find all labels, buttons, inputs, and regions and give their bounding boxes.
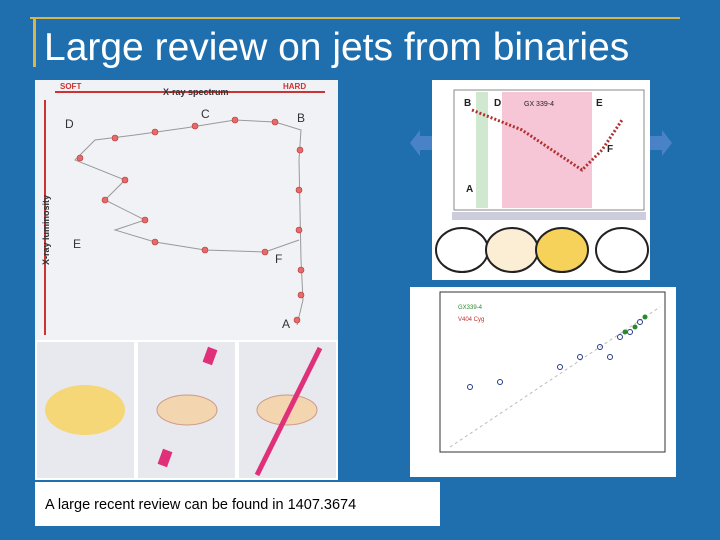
label: F <box>275 252 282 266</box>
label: A <box>282 317 290 331</box>
label: HARD <box>283 82 306 91</box>
label: SOFT <box>60 82 81 91</box>
label: X-ray spectrum <box>163 87 229 97</box>
label: B <box>297 111 305 125</box>
label: E <box>596 98 603 109</box>
label: A <box>466 184 473 195</box>
legend-entry: V404 Cyg <box>458 317 484 323</box>
caption-box: A large recent review can be found in 14… <box>35 482 440 526</box>
top-right-figure: B D GX 339-4 E F A <box>432 80 650 280</box>
left-figure: SOFT X-ray spectrum HARD X-ray luminosit… <box>35 80 338 480</box>
label: B <box>464 98 471 109</box>
legend-entry: GX339-4 <box>458 305 483 311</box>
arrow-left <box>410 130 432 156</box>
label: GX 339-4 <box>524 101 554 108</box>
label: C <box>201 107 210 121</box>
accent-line <box>33 17 36 67</box>
slide-title: Large review on jets from binaries <box>44 26 630 69</box>
label: F <box>607 144 613 155</box>
label: E <box>73 237 81 251</box>
accent-line <box>30 17 680 19</box>
arrow-right <box>650 130 672 156</box>
label: D <box>494 98 501 109</box>
label: X-ray luminosity <box>41 195 51 265</box>
caption: A large recent review can be found in 14… <box>45 497 357 513</box>
bottom-right-figure: GX339-4 V404 Cyg <box>410 287 676 477</box>
label: D <box>65 117 74 131</box>
